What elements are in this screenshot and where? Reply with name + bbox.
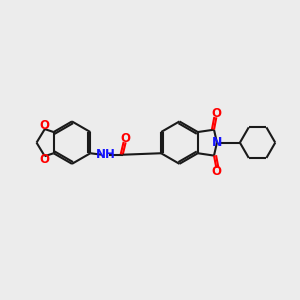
Text: O: O (39, 153, 49, 166)
Text: NH: NH (96, 148, 116, 161)
Text: N: N (212, 136, 222, 149)
Text: O: O (121, 132, 131, 145)
Text: O: O (212, 165, 221, 178)
Text: O: O (212, 107, 221, 120)
Text: O: O (39, 119, 49, 132)
